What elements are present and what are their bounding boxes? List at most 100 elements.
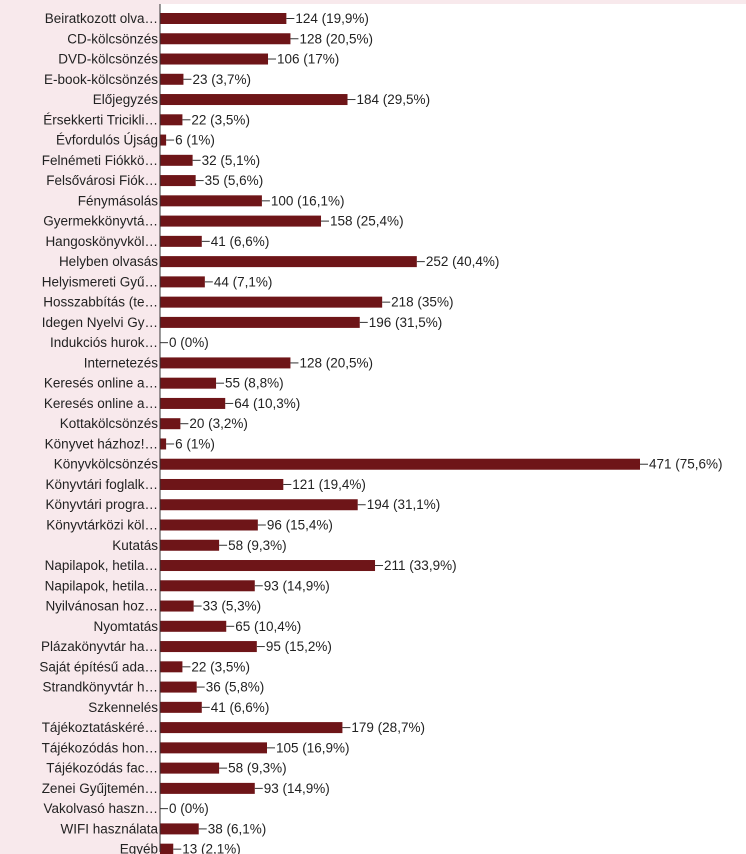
category-label: Keresés online a… (44, 376, 158, 391)
bar (160, 73, 184, 85)
value-label: 64 (10,3%) (234, 396, 300, 411)
category-label: Hosszabbítás (te… (43, 295, 158, 310)
bar (160, 722, 343, 734)
category-label: Könyvkölcsönzés (54, 457, 159, 472)
bar (160, 560, 376, 572)
bar (160, 438, 167, 450)
value-label: 95 (15,2%) (266, 639, 332, 654)
category-label: Érsekkerti Tricikli… (43, 112, 158, 127)
value-label: 33 (5,3%) (203, 599, 262, 614)
value-label: 23 (3,7%) (192, 72, 251, 87)
bar (160, 519, 258, 531)
bar (160, 742, 268, 754)
category-label: Keresés online a… (44, 396, 158, 411)
category-label: WIFI használata (60, 821, 158, 836)
category-label: Saját építésű ada… (39, 659, 158, 674)
category-label: Internetezés (84, 355, 159, 370)
value-label: 128 (20,5%) (299, 31, 373, 46)
bar (160, 681, 197, 693)
bar (160, 94, 348, 106)
value-label: 93 (14,9%) (264, 781, 330, 796)
category-label: Beiratkozott olva… (45, 11, 158, 26)
value-label: 32 (5,1%) (202, 153, 261, 168)
value-label: 20 (3,2%) (189, 416, 248, 431)
category-label: Napilapok, hetila… (45, 578, 158, 593)
value-label: 35 (5,6%) (205, 173, 264, 188)
category-label: Helyismereti Gyű… (42, 274, 158, 289)
category-label: Könyvtári progra… (45, 497, 158, 512)
value-label: 41 (6,6%) (211, 234, 270, 249)
bar (160, 215, 322, 227)
bar (160, 782, 255, 794)
value-label: 196 (31,5%) (369, 315, 443, 330)
value-label: 128 (20,5%) (299, 355, 373, 370)
bar (160, 499, 358, 511)
category-label: Indukciós hurok… (50, 335, 158, 350)
category-label: Napilapok, hetila… (45, 558, 158, 573)
value-label: 6 (1%) (175, 133, 215, 148)
bar (160, 175, 196, 187)
value-label: 211 (33,9%) (384, 558, 457, 573)
value-label: 58 (9,3%) (228, 538, 287, 553)
value-label: 218 (35%) (391, 295, 453, 310)
category-label: Vakolvasó haszn… (43, 801, 158, 816)
category-label: Fénymásolás (78, 193, 159, 208)
value-label: 105 (16,9%) (276, 740, 350, 755)
bar (160, 823, 199, 835)
category-label: Könyvtárközi köl… (46, 518, 158, 533)
bar (160, 843, 174, 854)
value-label: 41 (6,6%) (211, 700, 270, 715)
value-label: 158 (25,4%) (330, 214, 404, 229)
bar (160, 397, 226, 409)
category-label: Egyéb (120, 842, 158, 854)
bar (160, 620, 227, 632)
value-label: 471 (75,6%) (649, 457, 723, 472)
value-label: 252 (40,4%) (426, 254, 500, 269)
bar (160, 661, 183, 673)
category-label: Idegen Nyelvi Gy… (42, 315, 158, 330)
value-label: 36 (5,8%) (206, 680, 265, 695)
category-label: Felnémeti Fiókkö… (42, 153, 158, 168)
value-label: 100 (16,1%) (271, 193, 345, 208)
value-label: 55 (8,8%) (225, 376, 284, 391)
bar (160, 154, 193, 166)
bar (160, 114, 183, 126)
bar (160, 357, 291, 369)
category-label: Előjegyzés (93, 92, 159, 107)
category-label: Könyvet házhoz!… (45, 436, 158, 451)
value-label: 6 (1%) (175, 436, 215, 451)
value-label: 106 (17%) (277, 52, 339, 67)
category-label: Könyvtári foglalk… (45, 477, 158, 492)
value-label: 93 (14,9%) (264, 578, 330, 593)
category-label: CD-kölcsönzés (67, 31, 158, 46)
value-label: 22 (3,5%) (191, 112, 250, 127)
bar (160, 762, 220, 774)
value-label: 179 (28,7%) (351, 720, 425, 735)
bar (160, 478, 284, 490)
category-label: Tájékozódás hon… (42, 740, 158, 755)
bar (160, 134, 167, 146)
value-label: 121 (19,4%) (292, 477, 366, 492)
category-label: Zenei Gyűjtemén… (42, 781, 158, 796)
bar (160, 276, 205, 288)
bar (160, 256, 417, 268)
value-label: 65 (10,4%) (235, 619, 301, 634)
value-label: 0 (0%) (169, 801, 209, 816)
bar (160, 13, 287, 24)
bar (160, 195, 262, 207)
category-label: Kutatás (112, 538, 158, 553)
category-label: Szkennelés (88, 700, 158, 715)
bars-layer: Beiratkozott olva… 124 (19,9%) CD-kölcsönz… (39, 11, 723, 854)
category-label: Nyomtatás (93, 619, 158, 634)
category-label: Évfordulós Újság (56, 133, 158, 148)
value-label: 96 (15,4%) (267, 518, 333, 533)
category-label: Hangoskönyvköl… (45, 234, 158, 249)
category-label: Felsővárosi Fiók… (46, 173, 158, 188)
bar (160, 296, 383, 308)
bar (160, 33, 291, 45)
value-label: 13 (2,1%) (182, 842, 241, 854)
value-label: 0 (0%) (169, 335, 209, 350)
value-label: 184 (29,5%) (357, 92, 431, 107)
